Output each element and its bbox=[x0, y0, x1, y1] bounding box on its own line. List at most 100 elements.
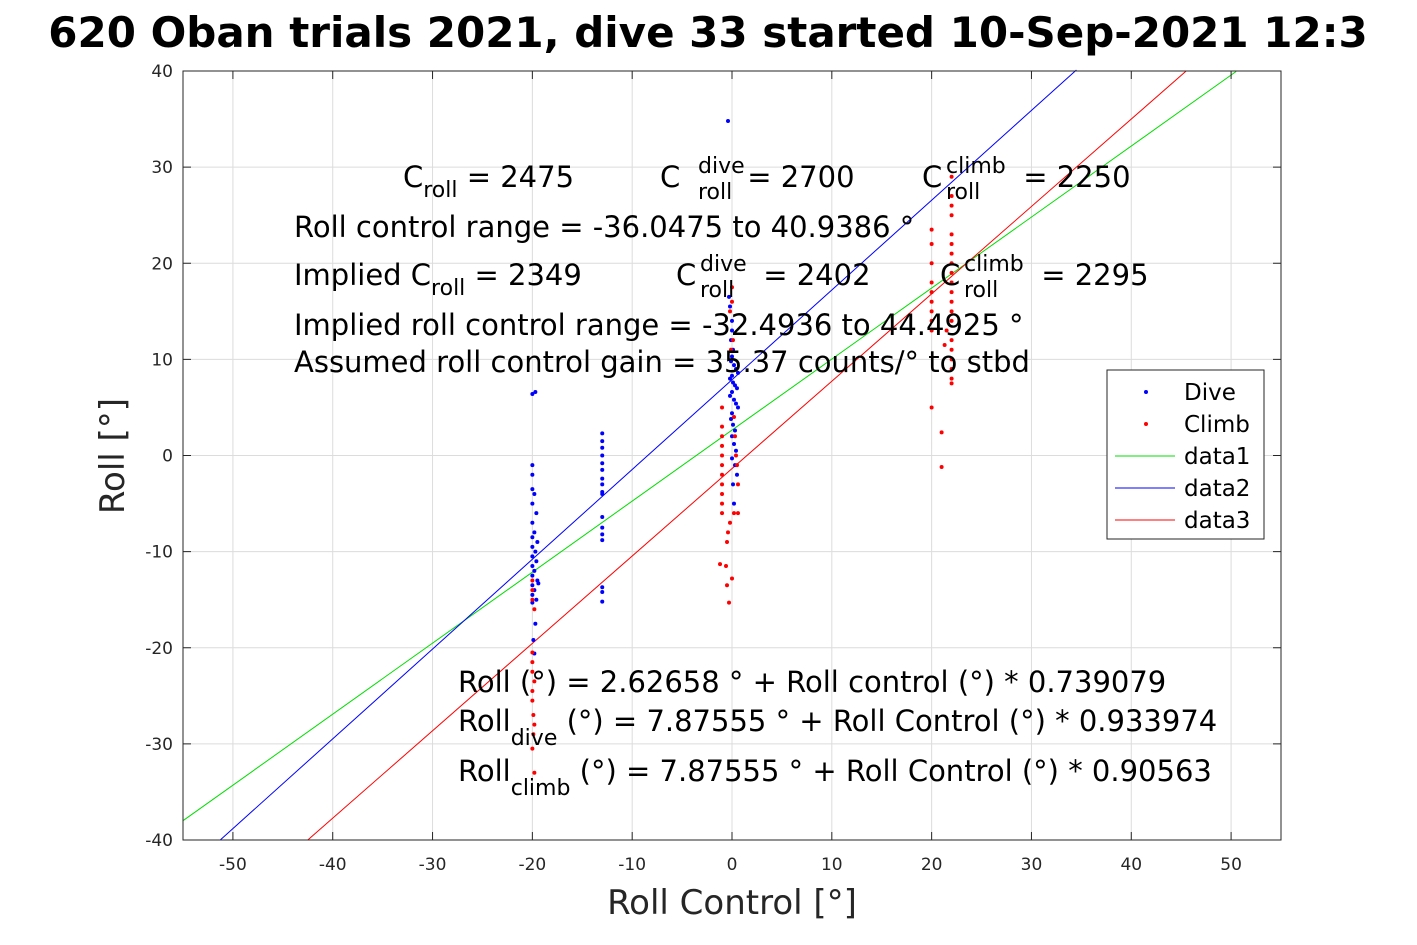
annotation-range: Roll control range = -36.0475 to 40.9386… bbox=[294, 210, 914, 244]
point-dive bbox=[730, 380, 735, 385]
fit-lines bbox=[182, 69, 1237, 841]
point-climb bbox=[530, 698, 535, 703]
point-dive bbox=[731, 363, 736, 368]
point-dive bbox=[534, 511, 539, 516]
point-dive bbox=[532, 491, 537, 496]
annotation-fit: Roll (°) = 2.62658 ° + Roll control (°) … bbox=[458, 665, 1166, 699]
point-dive bbox=[530, 600, 535, 605]
point-dive bbox=[530, 391, 535, 396]
point-climb bbox=[942, 342, 947, 347]
point-dive bbox=[530, 535, 535, 540]
y-tick-label: 40 bbox=[151, 62, 173, 82]
point-dive bbox=[600, 515, 605, 520]
point-climb bbox=[735, 511, 740, 516]
point-dive bbox=[533, 390, 538, 395]
point-climb bbox=[929, 309, 934, 314]
point-dive bbox=[731, 501, 736, 506]
point-climb bbox=[720, 472, 725, 477]
y-tick-label: -40 bbox=[145, 831, 173, 851]
y-tick-label: 0 bbox=[162, 447, 173, 467]
point-dive bbox=[600, 476, 605, 481]
point-climb bbox=[939, 465, 944, 470]
point-dive bbox=[534, 597, 539, 602]
x-tick-label: 50 bbox=[1220, 855, 1242, 875]
point-climb bbox=[949, 280, 954, 285]
y-tick-label: 10 bbox=[151, 350, 173, 370]
point-climb bbox=[530, 689, 535, 694]
point-dive bbox=[532, 568, 537, 573]
point-dive bbox=[600, 439, 605, 444]
point-dive bbox=[730, 411, 734, 416]
point-dive bbox=[600, 431, 605, 436]
point-dive bbox=[600, 585, 605, 590]
point-dive bbox=[726, 118, 731, 123]
x-tick-label: 10 bbox=[821, 855, 843, 875]
point-climb bbox=[929, 227, 934, 232]
point-dive bbox=[730, 422, 735, 427]
point-climb bbox=[720, 491, 725, 496]
point-climb bbox=[949, 299, 954, 304]
point-climb bbox=[949, 232, 954, 237]
point-climb bbox=[929, 318, 934, 323]
x-tick-label: 40 bbox=[1120, 855, 1142, 875]
legend-label: Dive bbox=[1184, 380, 1236, 406]
point-climb bbox=[728, 520, 733, 525]
legend-marker-climb bbox=[1144, 422, 1148, 426]
point-climb bbox=[929, 242, 934, 247]
point-dive bbox=[530, 554, 535, 559]
legend-label: data2 bbox=[1184, 476, 1250, 502]
point-dive bbox=[732, 383, 737, 388]
point-climb bbox=[949, 366, 954, 371]
point-climb bbox=[720, 501, 725, 506]
point-climb bbox=[949, 174, 954, 179]
x-tick-label: -10 bbox=[618, 855, 646, 875]
annotation-gain: Assumed roll control gain = 35.37 counts… bbox=[294, 345, 1030, 379]
point-dive bbox=[600, 538, 605, 543]
point-climb bbox=[720, 453, 725, 458]
point-climb bbox=[532, 679, 537, 684]
point-climb bbox=[730, 299, 734, 304]
point-dive bbox=[735, 405, 740, 410]
point-climb bbox=[728, 309, 733, 314]
point-climb bbox=[949, 290, 954, 295]
point-climb bbox=[720, 443, 725, 448]
point-dive bbox=[733, 401, 738, 406]
point-climb bbox=[944, 328, 949, 333]
point-climb bbox=[949, 251, 954, 256]
point-climb bbox=[949, 309, 954, 314]
annotation-fit-climb: Rollclimb (°) = 7.87555 ° + Roll Control… bbox=[458, 754, 1212, 801]
point-climb bbox=[720, 424, 725, 429]
point-climb bbox=[733, 453, 738, 458]
point-climb bbox=[939, 430, 944, 435]
point-dive bbox=[734, 386, 739, 391]
ticks bbox=[183, 70, 1281, 841]
point-dive bbox=[530, 583, 535, 588]
x-axis-label: Roll Control [°] bbox=[607, 883, 857, 923]
legend-box bbox=[1106, 369, 1265, 540]
point-climb bbox=[532, 770, 537, 775]
point-climb bbox=[731, 511, 736, 516]
point-climb bbox=[729, 347, 734, 352]
point-climb bbox=[720, 482, 725, 487]
point-dive bbox=[600, 525, 605, 530]
point-dive bbox=[728, 376, 733, 381]
point-dive bbox=[600, 532, 605, 537]
point-climb bbox=[530, 660, 535, 665]
y-tick-label: -20 bbox=[145, 639, 173, 659]
point-climb bbox=[949, 338, 954, 343]
point-climb bbox=[730, 285, 734, 290]
point-dive bbox=[730, 318, 734, 323]
point-climb bbox=[531, 732, 536, 737]
annotation-implied-c-roll: Implied Croll = 2349 bbox=[294, 258, 582, 301]
point-dive bbox=[530, 501, 535, 506]
point-dive bbox=[732, 428, 737, 433]
point-dive bbox=[530, 592, 535, 597]
point-climb bbox=[531, 713, 536, 718]
point-dive bbox=[733, 366, 738, 371]
x-tick-label: 30 bbox=[1021, 855, 1043, 875]
point-climb bbox=[929, 290, 934, 295]
point-climb bbox=[949, 213, 954, 218]
